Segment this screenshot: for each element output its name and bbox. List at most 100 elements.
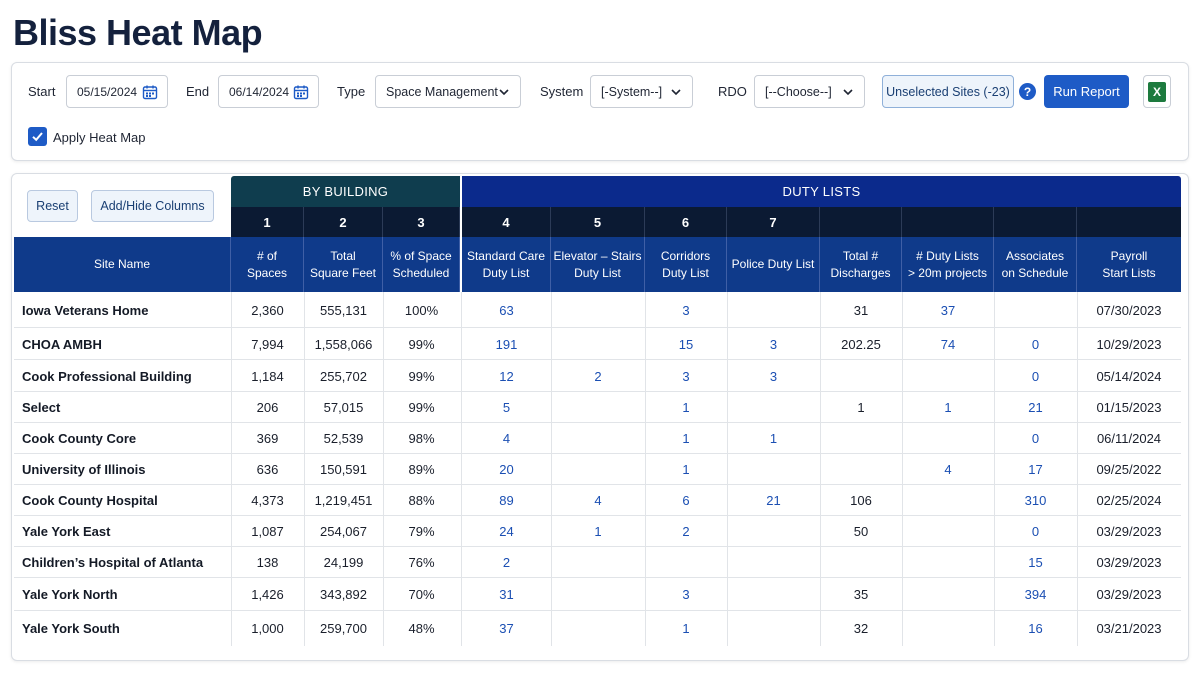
associates-cell[interactable]: 0	[1031, 336, 1040, 352]
police-cell	[727, 516, 820, 547]
elevator-stairs-cell[interactable]: 2	[594, 368, 602, 384]
associates-cell[interactable]: 21	[1028, 400, 1043, 415]
corridors-cell[interactable]: 3	[682, 302, 690, 318]
associates-cell[interactable]: 0	[1031, 524, 1040, 539]
rdo-select-value: [--Choose--]	[765, 84, 832, 99]
standard-care-cell[interactable]: 5	[502, 400, 511, 415]
associates-cell[interactable]: 0	[1031, 431, 1040, 446]
spaces-cell: 1,184	[251, 368, 284, 384]
column-header-spaces[interactable]: # of Spaces	[231, 237, 304, 292]
add-hide-columns-button[interactable]: Add/Hide Columns	[91, 190, 214, 222]
associates-cell[interactable]: 17	[1028, 462, 1043, 477]
reset-button[interactable]: Reset	[27, 190, 78, 222]
standard-care-cell[interactable]: 31	[499, 587, 514, 602]
site-name-cell[interactable]: University of Illinois	[22, 462, 146, 477]
column-header-police[interactable]: Police Duty List	[727, 237, 820, 292]
duty-lists-20m-cell[interactable]: 1	[944, 400, 952, 415]
table-row	[14, 516, 1181, 547]
site-name-cell[interactable]: Iowa Veterans Home	[22, 302, 149, 318]
associates-cell	[994, 292, 1077, 328]
corridors-cell[interactable]: 2	[682, 524, 690, 539]
police-cell[interactable]: 3	[769, 368, 778, 384]
end-date-input[interactable]: 06/14/2024	[218, 75, 319, 108]
site-name-cell[interactable]: Yale York South	[22, 621, 120, 636]
column-header-discharges[interactable]: Total # Discharges	[820, 237, 902, 292]
site-name-cell[interactable]: Children’s Hospital of Atlanta	[22, 555, 204, 570]
apply-heat-map-label[interactable]: Apply Heat Map	[53, 130, 146, 145]
apply-heat-map-checkbox[interactable]	[28, 127, 47, 146]
site-name-cell[interactable]: Cook County Hospital	[22, 493, 158, 508]
associates-cell[interactable]: 310	[1024, 493, 1047, 508]
column-header-site-name[interactable]: Site Name	[14, 237, 231, 292]
column-number: 7	[727, 207, 820, 237]
calendar-icon[interactable]	[139, 81, 161, 103]
standard-care-cell[interactable]: 24	[499, 524, 514, 539]
standard-care-cell[interactable]: 191	[495, 336, 518, 352]
site-name-cell[interactable]: Select	[22, 400, 61, 415]
column-header-standard-care[interactable]: Standard Care Duty List	[462, 237, 551, 292]
excel-export-button[interactable]: X	[1143, 75, 1171, 108]
system-select[interactable]: [-System--]	[590, 75, 693, 108]
standard-care-cell[interactable]: 4	[502, 431, 511, 446]
column-header-elevator-stairs[interactable]: Elevator – Stairs Duty List	[551, 237, 645, 292]
column-header-payroll[interactable]: Payroll Start Lists	[1077, 237, 1181, 292]
column-number-blank	[994, 207, 1077, 237]
site-name-cell[interactable]: Cook Professional Building	[22, 368, 192, 384]
column-header-duty-lists-20m[interactable]: # Duty Lists > 20m projects	[902, 237, 994, 292]
corridors-cell[interactable]: 1	[682, 462, 690, 477]
corridors-cell[interactable]: 1	[682, 400, 690, 415]
police-cell[interactable]: 1	[769, 431, 778, 446]
payroll-cell: 06/11/2024	[1096, 431, 1162, 446]
associates-cell[interactable]: 394	[1024, 587, 1047, 602]
corridors-cell[interactable]: 3	[682, 368, 690, 384]
associates-cell[interactable]: 16	[1028, 621, 1043, 636]
corridors-cell[interactable]: 1	[682, 431, 690, 446]
column-divider	[994, 292, 995, 646]
associates-cell[interactable]: 15	[1028, 555, 1043, 570]
column-header-label: Total	[330, 248, 356, 263]
site-name-cell[interactable]: Cook County Core	[22, 431, 137, 446]
square-feet-cell: 150,591	[320, 462, 367, 477]
pct-scheduled-cell: 76%	[408, 555, 435, 570]
corridors-cell[interactable]: 1	[682, 621, 690, 636]
police-cell[interactable]: 3	[769, 336, 778, 352]
standard-care-cell[interactable]: 12	[499, 368, 514, 384]
unselected-sites-button[interactable]: Unselected Sites (-23)	[882, 75, 1014, 108]
associates-cell[interactable]: 0	[1031, 368, 1040, 384]
standard-care-cell[interactable]: 20	[499, 462, 514, 477]
duty-lists-20m-cell	[902, 485, 994, 516]
discharges-cell: 32	[853, 621, 869, 636]
type-select[interactable]: Space Management	[375, 75, 521, 108]
standard-care-cell[interactable]: 89	[499, 493, 514, 508]
corridors-cell[interactable]: 15	[678, 336, 694, 352]
standard-care-cell[interactable]: 2	[502, 555, 511, 570]
standard-care-cell[interactable]: 37	[499, 621, 514, 636]
site-name-cell[interactable]: Yale York North	[22, 587, 118, 602]
column-header-corridors[interactable]: Corridors Duty List	[645, 237, 727, 292]
column-header-square-feet[interactable]: Total Square Feet	[304, 237, 383, 292]
column-header-pct-scheduled[interactable]: % of Space Scheduled	[383, 237, 460, 292]
duty-lists-20m-cell[interactable]: 74	[940, 336, 956, 352]
column-number: 1	[231, 207, 304, 237]
police-cell[interactable]: 21	[766, 493, 781, 508]
page-title: Bliss Heat Map	[13, 12, 263, 53]
rdo-select[interactable]: [--Choose--]	[754, 75, 865, 108]
elevator-stairs-cell[interactable]: 1	[594, 524, 602, 539]
corridors-cell[interactable]: 3	[682, 587, 690, 602]
duty-lists-20m-cell[interactable]: 4	[944, 462, 952, 477]
table-row	[14, 292, 1181, 328]
column-header-associates[interactable]: Associates on Schedule	[994, 237, 1077, 292]
run-report-button[interactable]: Run Report	[1044, 75, 1129, 108]
elevator-stairs-cell[interactable]: 4	[594, 493, 602, 508]
site-name-cell[interactable]: Yale York East	[22, 524, 111, 539]
site-name-cell[interactable]: CHOA AMBH	[22, 336, 102, 352]
start-date-input[interactable]: 05/15/2024	[66, 75, 168, 108]
standard-care-cell[interactable]: 63	[499, 302, 514, 318]
question-circle-icon[interactable]: ?	[1019, 83, 1036, 100]
elevator-stairs-cell	[551, 292, 645, 328]
system-label: System	[540, 84, 584, 99]
spaces-cell: 206	[256, 400, 279, 415]
corridors-cell[interactable]: 6	[682, 493, 690, 508]
duty-lists-20m-cell[interactable]: 37	[940, 302, 956, 318]
calendar-icon[interactable]	[290, 81, 312, 103]
